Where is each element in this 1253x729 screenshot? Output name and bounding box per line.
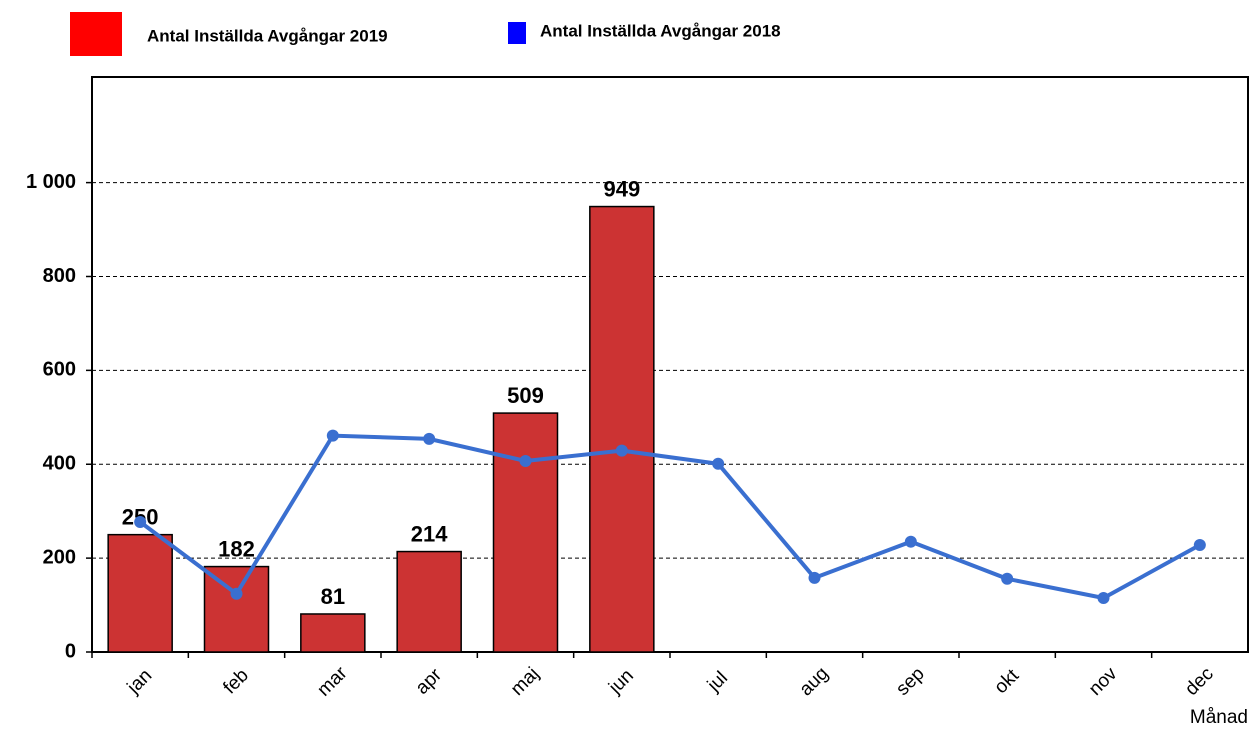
value-label: 949 (603, 176, 640, 201)
value-label: 182 (218, 536, 255, 561)
bar (396, 550, 462, 653)
line-point (712, 457, 725, 470)
legend-swatch (70, 12, 122, 56)
x-tick-label: sep (892, 663, 929, 700)
legend-label: Antal Inställda Avgångar 2019 (147, 26, 388, 45)
x-tick-label: nov (1085, 663, 1122, 700)
line-point (134, 515, 147, 528)
legend-label: Antal Inställda Avgångar 2018 (540, 21, 781, 40)
x-tick-label: jan (123, 665, 156, 698)
line-point (615, 444, 628, 457)
legend-swatch (508, 22, 526, 44)
value-label: 81 (321, 584, 345, 609)
bar (203, 565, 270, 653)
x-tick-label: apr (412, 664, 447, 699)
line-point (1097, 592, 1110, 605)
x-tick-label: jul (703, 668, 732, 697)
y-tick-label: 400 (43, 453, 76, 475)
line-point (1193, 538, 1206, 551)
x-tick-label: maj (507, 663, 544, 700)
y-tick-label: 800 (43, 265, 76, 287)
bar (300, 613, 366, 653)
line-point (326, 429, 339, 442)
value-label: 214 (411, 521, 448, 546)
x-axis-title: Månad (1190, 707, 1248, 728)
y-tick-label: 0 (65, 640, 76, 662)
y-tick-label: 200 (43, 546, 76, 568)
x-tick-label: dec (1181, 663, 1218, 700)
line (138, 433, 1201, 601)
x-tick-label: okt (990, 665, 1023, 698)
bar (589, 205, 655, 653)
line-point (808, 571, 821, 584)
line-point (423, 432, 436, 445)
line-point (519, 454, 532, 467)
line-point (1001, 572, 1014, 585)
bar (492, 412, 559, 653)
y-tick-label: 1 000 (26, 171, 76, 193)
value-label: 509 (507, 383, 544, 408)
line-point (230, 587, 243, 600)
x-tick-label: aug (796, 663, 833, 700)
x-tick-label: feb (219, 665, 253, 699)
y-tick-label: 600 (43, 359, 76, 381)
x-tick-label: mar (313, 662, 351, 700)
line-point (904, 535, 917, 548)
x-tick-label: jun (604, 665, 637, 698)
bar (107, 533, 173, 653)
plot-frame (91, 76, 1249, 653)
